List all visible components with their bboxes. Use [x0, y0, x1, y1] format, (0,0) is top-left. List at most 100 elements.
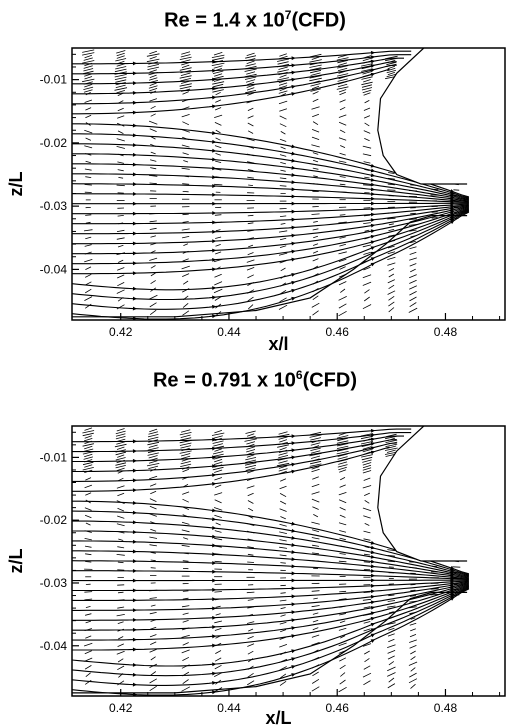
- velocity-vector: [310, 69, 322, 74]
- velocity-vector: [388, 301, 395, 307]
- velocity-vector: [362, 153, 372, 157]
- velocity-vector: [182, 310, 190, 316]
- velocity-vector: [247, 176, 254, 179]
- velocity-vector: [387, 600, 396, 602]
- streamline-arrow: [212, 615, 217, 620]
- velocity-vector: [312, 506, 319, 510]
- velocity-vector: [276, 462, 290, 467]
- velocity-vector: [148, 72, 159, 76]
- velocity-vector: [182, 295, 189, 301]
- streamline-arrow: [370, 212, 376, 217]
- streamline-arrow: [212, 157, 217, 162]
- velocity-vector: [182, 620, 189, 623]
- velocity-vector: [116, 554, 125, 556]
- velocity-vector: [117, 115, 125, 119]
- velocity-vector: [339, 243, 347, 247]
- velocity-vector: [182, 136, 190, 141]
- velocity-vector: [181, 529, 190, 533]
- velocity-vector: [85, 613, 92, 616]
- velocity-vector: [115, 84, 126, 88]
- velocity-vector: [149, 128, 157, 132]
- streamline: [72, 586, 470, 677]
- velocity-vector: [338, 296, 347, 301]
- velocity-vector: [409, 218, 417, 220]
- velocity-vector: [114, 76, 127, 80]
- velocity-vector: [85, 499, 91, 504]
- velocity-vector: [116, 650, 125, 655]
- velocity-vector: [278, 449, 288, 453]
- streamline-field: [72, 48, 505, 320]
- velocity-vector: [312, 544, 320, 547]
- velocity-vector: [311, 491, 320, 495]
- velocity-vector: [364, 658, 370, 663]
- velocity-vector: [409, 595, 417, 597]
- velocity-vector: [362, 55, 372, 59]
- velocity-vector: [150, 90, 157, 94]
- velocity-vector: [362, 281, 372, 286]
- velocity-vector: [181, 466, 190, 470]
- velocity-vector: [115, 79, 127, 83]
- velocity-vector: [338, 70, 347, 74]
- velocity-vector: [116, 446, 125, 450]
- velocity-vector: [182, 468, 190, 473]
- velocity-vector: [363, 222, 371, 224]
- velocity-vector: [180, 445, 191, 449]
- velocity-vector: [339, 613, 347, 616]
- velocity-vector: [84, 469, 93, 473]
- x-axis-title: x/l: [268, 334, 288, 354]
- velocity-vector: [115, 465, 126, 469]
- velocity-vector: [338, 89, 347, 93]
- velocity-vector: [410, 617, 416, 620]
- streamline-arrow: [370, 192, 376, 196]
- velocity-vector: [311, 129, 320, 133]
- velocity-vector: [248, 613, 254, 617]
- velocity-vector: [312, 476, 319, 480]
- y-tick-label: -0.02: [40, 136, 68, 150]
- velocity-vector: [82, 60, 95, 64]
- velocity-vector: [114, 443, 127, 448]
- velocity-vector: [387, 655, 395, 660]
- velocity-vector: [214, 628, 222, 631]
- velocity-vector: [363, 606, 371, 609]
- streamline-arrow: [371, 201, 376, 206]
- velocity-vector: [278, 460, 288, 464]
- velocity-vector: [339, 679, 346, 685]
- velocity-vector: [336, 435, 349, 439]
- velocity-vector: [149, 309, 157, 316]
- velocity-vector: [338, 642, 347, 647]
- velocity-vector: [115, 66, 127, 70]
- velocity-vector: [385, 441, 398, 445]
- velocity-vector: [387, 67, 396, 72]
- velocity-vector: [362, 184, 372, 186]
- velocity-vector: [311, 664, 320, 669]
- streamline-arrow: [212, 286, 217, 291]
- velocity-vector: [279, 123, 287, 128]
- velocity-vector: [214, 73, 223, 77]
- velocity-vector: [181, 88, 191, 92]
- velocity-vector: [117, 591, 124, 594]
- velocity-vector: [118, 673, 124, 678]
- velocity-vector: [117, 296, 124, 302]
- velocity-vector: [83, 57, 93, 61]
- velocity-vector: [361, 87, 373, 91]
- velocity-vector: [279, 260, 287, 264]
- velocity-vector: [337, 443, 349, 447]
- velocity-vector: [387, 650, 396, 654]
- streamline-arrow: [132, 530, 137, 535]
- velocity-vector: [336, 440, 349, 444]
- streamline-arrow: [291, 571, 296, 576]
- velocity-vector: [279, 493, 287, 498]
- velocity-vector: [85, 266, 92, 270]
- velocity-vector: [246, 87, 255, 91]
- streamline-arrow: [291, 657, 296, 661]
- velocity-vector: [431, 217, 438, 219]
- velocity-vector: [114, 68, 127, 73]
- velocity-vector: [363, 296, 370, 302]
- velocity-vector: [409, 285, 417, 290]
- velocity-vector: [362, 507, 372, 512]
- velocity-vector: [339, 657, 347, 662]
- streamline-arrow: [370, 605, 376, 610]
- streamline-arrow: [370, 64, 376, 68]
- velocity-vector: [148, 439, 159, 443]
- velocity-vector: [360, 433, 374, 437]
